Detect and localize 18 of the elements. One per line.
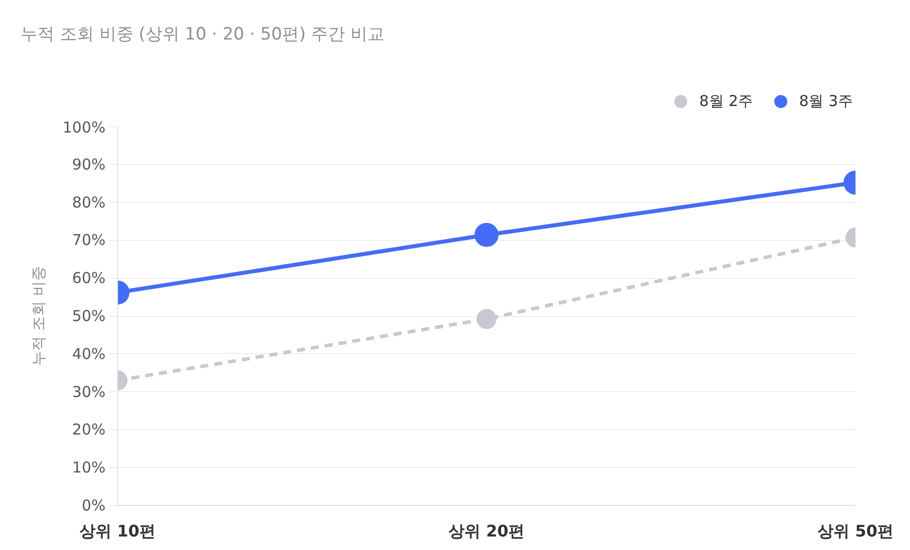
y-tick-label: 90% <box>72 155 106 174</box>
x-tick-label: 상위 20편 <box>448 522 524 540</box>
y-tick-label: 50% <box>72 307 106 325</box>
y-tick-label: 0% <box>82 496 106 514</box>
y-tick-label: 80% <box>72 193 106 212</box>
y-tick-label: 60% <box>72 269 106 288</box>
legend-label: 8월 2주 <box>699 92 754 110</box>
chart-title: 누적 조회 비중 (상위 10 · 20 · 50편) 주간 비교 <box>20 24 385 44</box>
y-tick-label: 20% <box>72 420 106 439</box>
x-tick-label: 상위 50편 <box>818 522 894 540</box>
x-tick-label: 상위 10편 <box>80 522 156 540</box>
y-tick-label: 30% <box>72 382 106 401</box>
legend-label: 8월 3주 <box>799 92 853 110</box>
y-tick-label: 10% <box>72 458 106 477</box>
y-tick-label: 40% <box>72 344 106 363</box>
y-tick-label: 70% <box>72 231 106 250</box>
y-tick-label: 100% <box>62 118 106 136</box>
y-axis-title: 누적 조회 비중 <box>30 266 48 366</box>
